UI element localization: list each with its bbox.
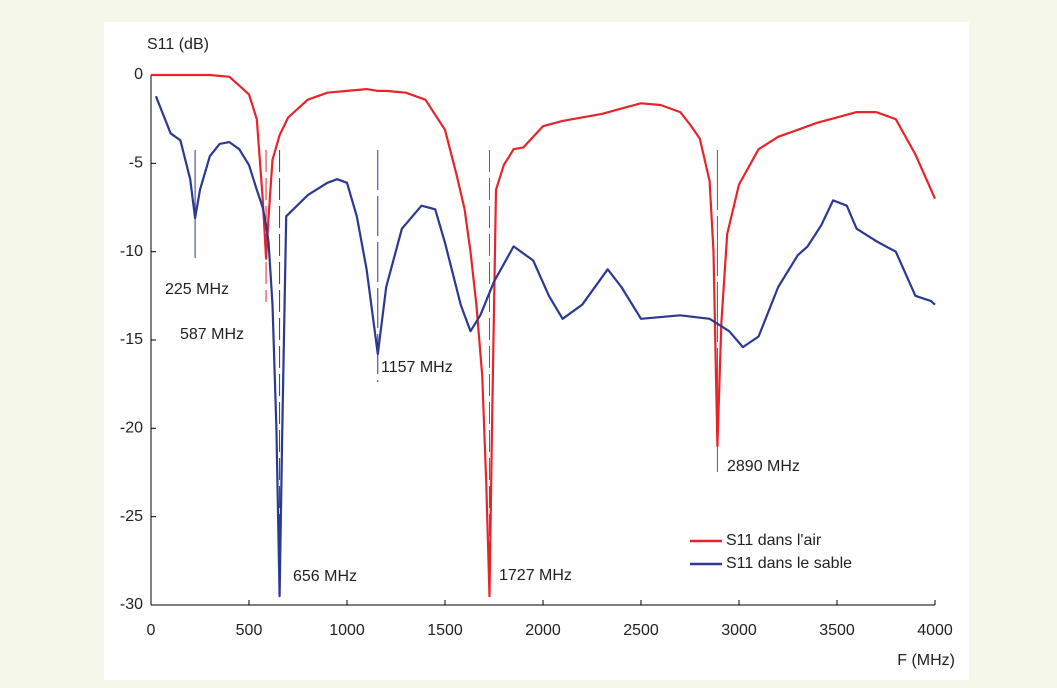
annotation-label: 1727 MHz (499, 567, 572, 584)
x-tick-label: 2000 (525, 622, 561, 639)
x-axis-label: F (MHz) (897, 652, 955, 669)
legend-label: S11 dans le sable (726, 555, 852, 572)
series-line (151, 73, 937, 598)
y-tick-label: -25 (120, 508, 143, 525)
x-tick-label: 3000 (721, 622, 757, 639)
series-line (154, 95, 936, 598)
y-tick-label: -30 (120, 596, 143, 613)
annotation-label: 1157 MHz (381, 359, 453, 376)
y-axis-label: S11 (dB) (147, 36, 209, 53)
y-tick-label: -15 (120, 331, 143, 348)
x-tick-label: 3500 (819, 622, 855, 639)
x-tick-label: 2500 (623, 622, 659, 639)
x-tick-label: 4000 (917, 622, 953, 639)
x-tick-label: 1000 (329, 622, 365, 639)
annotation-label: 656 MHz (293, 568, 357, 585)
x-tick-label: 500 (236, 622, 263, 639)
y-tick-label: -10 (120, 243, 143, 260)
legend-label: S11 dans l'air (726, 532, 822, 549)
y-tick-label: 0 (134, 66, 143, 83)
annotation-label: 587 MHz (180, 326, 244, 343)
annotation-label: 2890 MHz (727, 458, 800, 475)
y-tick-label: -20 (120, 420, 143, 437)
y-tick-label: -5 (129, 155, 143, 172)
annotation-label: 225 MHz (165, 281, 229, 298)
x-tick-label: 1500 (427, 622, 463, 639)
x-tick-label: 0 (147, 622, 156, 639)
